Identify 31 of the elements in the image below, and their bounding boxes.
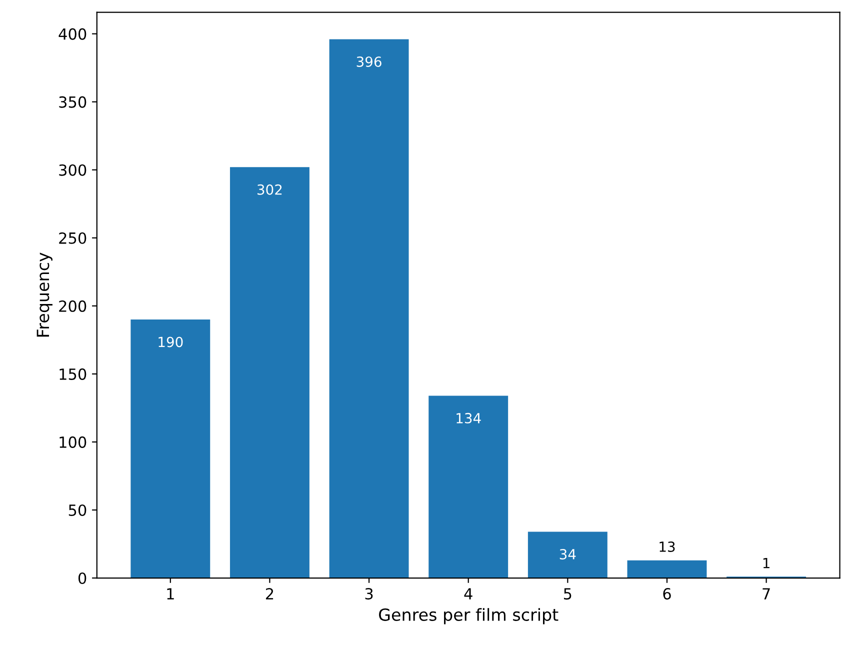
x-tick-label: 6	[663, 588, 671, 600]
x-tick-label: 2	[266, 588, 274, 600]
data-label: 1	[763, 558, 770, 568]
bar	[428, 396, 508, 578]
y-tick-label: 100	[60, 436, 86, 448]
bar	[230, 167, 310, 578]
data-label: 134	[456, 412, 481, 424]
x-tick-label: 5	[564, 588, 572, 600]
data-label: 13	[660, 541, 675, 552]
x-tick-label: 3	[365, 588, 373, 600]
y-tick-label: 200	[59, 300, 86, 312]
y-axis-title: Frequency	[36, 252, 52, 337]
data-label: 190	[158, 336, 183, 348]
bar	[627, 560, 707, 578]
x-tick-label: 7	[762, 588, 770, 600]
bar	[528, 532, 608, 578]
x-tick-label: 4	[464, 588, 472, 600]
x-axis-title: Genres per film script	[379, 608, 558, 624]
y-tick-label: 150	[60, 368, 86, 380]
y-tick-label: 0	[78, 572, 86, 584]
data-label: 302	[258, 184, 282, 195]
y-tick-label: 50	[68, 504, 86, 516]
bar	[130, 320, 210, 578]
data-label: 34	[560, 548, 576, 560]
y-tick-label: 400	[58, 28, 86, 40]
y-tick-label: 250	[59, 232, 86, 244]
x-tick-label: 1	[167, 588, 174, 600]
y-tick-label: 350	[59, 96, 86, 108]
y-tick-label: 300	[59, 164, 86, 176]
bar	[329, 39, 409, 578]
data-label: 396	[356, 56, 382, 67]
